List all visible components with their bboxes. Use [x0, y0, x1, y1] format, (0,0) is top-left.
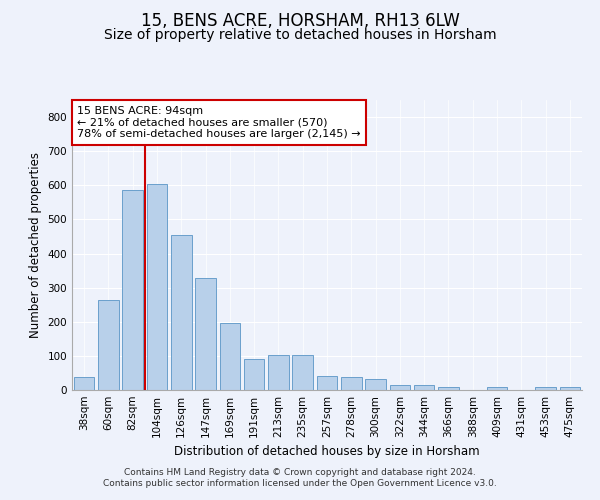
Bar: [171, 235, 191, 390]
Bar: [414, 385, 434, 390]
Text: Size of property relative to detached houses in Horsham: Size of property relative to detached ho…: [104, 28, 496, 42]
Bar: [74, 377, 94, 390]
Bar: [389, 385, 410, 390]
Bar: [438, 386, 459, 390]
Bar: [268, 355, 289, 390]
Bar: [98, 300, 119, 390]
Bar: [292, 355, 313, 390]
Text: Contains HM Land Registry data © Crown copyright and database right 2024.
Contai: Contains HM Land Registry data © Crown c…: [103, 468, 497, 487]
Text: 15, BENS ACRE, HORSHAM, RH13 6LW: 15, BENS ACRE, HORSHAM, RH13 6LW: [140, 12, 460, 30]
Bar: [195, 278, 216, 390]
Bar: [365, 379, 386, 390]
Bar: [220, 324, 240, 390]
Bar: [122, 190, 143, 390]
Bar: [560, 388, 580, 390]
Bar: [244, 360, 265, 390]
Bar: [317, 376, 337, 390]
Text: 15 BENS ACRE: 94sqm
← 21% of detached houses are smaller (570)
78% of semi-detac: 15 BENS ACRE: 94sqm ← 21% of detached ho…: [77, 106, 361, 139]
Bar: [146, 184, 167, 390]
Bar: [535, 388, 556, 390]
Bar: [487, 388, 508, 390]
X-axis label: Distribution of detached houses by size in Horsham: Distribution of detached houses by size …: [174, 446, 480, 458]
Bar: [341, 377, 362, 390]
Y-axis label: Number of detached properties: Number of detached properties: [29, 152, 42, 338]
